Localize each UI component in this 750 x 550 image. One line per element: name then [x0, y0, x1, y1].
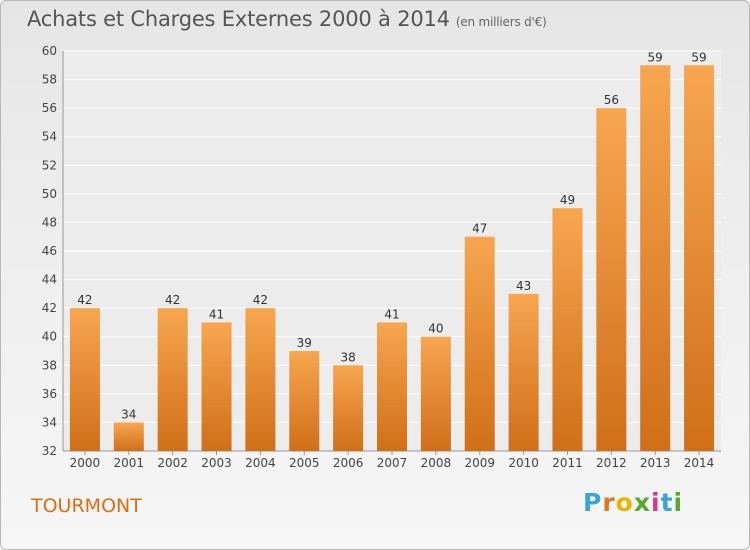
bar-value-label: 34 [121, 407, 136, 421]
bar [640, 65, 671, 452]
proxiti-logo: Proxiti [583, 488, 683, 517]
y-tick-label: 50 [42, 187, 57, 201]
logo-letter: t [660, 488, 674, 517]
y-tick-label: 36 [42, 387, 57, 401]
x-tick-label: 2006 [333, 456, 364, 470]
bar-value-label: 42 [253, 293, 268, 307]
bar-value-label: 42 [165, 293, 180, 307]
bar-value-label: 56 [604, 93, 619, 107]
x-tick-label: 2008 [421, 456, 452, 470]
y-tick-label: 56 [42, 101, 57, 115]
x-tick-label: 2014 [684, 456, 715, 470]
logo-letter: o [615, 488, 634, 517]
y-tick-label: 38 [42, 358, 57, 372]
y-tick-label: 34 [42, 415, 57, 429]
y-tick-label: 60 [42, 44, 57, 58]
logo-letter: P [583, 488, 603, 517]
y-tick-label: 58 [42, 73, 57, 87]
x-tick-label: 2001 [114, 456, 145, 470]
y-tick-label: 32 [42, 444, 57, 458]
x-tick-label: 2010 [508, 456, 539, 470]
title-text: Achats et Charges Externes 2000 à 2014 [27, 7, 450, 31]
y-tick-label: 42 [42, 301, 57, 315]
x-tick-label: 2013 [640, 456, 671, 470]
bar [596, 108, 627, 452]
bar-value-label: 41 [209, 307, 224, 321]
bar-value-label: 59 [691, 50, 706, 64]
bar [157, 308, 188, 451]
bar-value-label: 39 [297, 336, 312, 350]
bar [113, 422, 144, 451]
bar [464, 236, 495, 451]
bar [289, 351, 320, 451]
y-tick-label: 40 [42, 330, 57, 344]
logo-letter: i [673, 488, 684, 517]
x-tick-label: 2005 [289, 456, 320, 470]
bar [201, 322, 232, 451]
y-tick-label: 46 [42, 244, 57, 258]
bar [377, 322, 407, 451]
x-tick-label: 2009 [464, 456, 495, 470]
x-tick-label: 2004 [245, 456, 276, 470]
x-tick-label: 2002 [157, 456, 188, 470]
bar-value-label: 49 [560, 193, 575, 207]
x-tick-label: 2003 [201, 456, 232, 470]
y-tick-label: 48 [42, 215, 57, 229]
logo-letter: r [602, 488, 616, 517]
x-tick-label: 2007 [377, 456, 408, 470]
place-name: TOURMONT [31, 495, 142, 517]
bar [333, 365, 364, 451]
x-tick-label: 2012 [596, 456, 627, 470]
x-tick-label: 2000 [70, 456, 101, 470]
y-tick-label: 54 [42, 130, 57, 144]
bar-value-label: 42 [77, 293, 92, 307]
x-tick-label: 2011 [552, 456, 583, 470]
chart-title: Achats et Charges Externes 2000 à 2014 (e… [27, 7, 547, 31]
bar [684, 65, 715, 452]
chart-subtitle: (en milliers d'€) [455, 15, 547, 29]
bar-value-label: 47 [472, 222, 487, 236]
bar [552, 208, 583, 451]
bar [420, 336, 451, 451]
bar [508, 293, 539, 451]
y-tick-label: 52 [42, 158, 57, 172]
bar-value-label: 41 [384, 307, 399, 321]
bar [245, 308, 276, 451]
logo-letter: x [633, 488, 651, 517]
bar-value-label: 38 [340, 350, 355, 364]
logo-letter: i [651, 488, 661, 517]
bar-value-label: 43 [516, 279, 531, 293]
bar-value-label: 59 [648, 50, 663, 64]
y-tick-label: 44 [42, 273, 57, 287]
bar [69, 308, 100, 451]
bar-value-label: 40 [428, 322, 443, 336]
